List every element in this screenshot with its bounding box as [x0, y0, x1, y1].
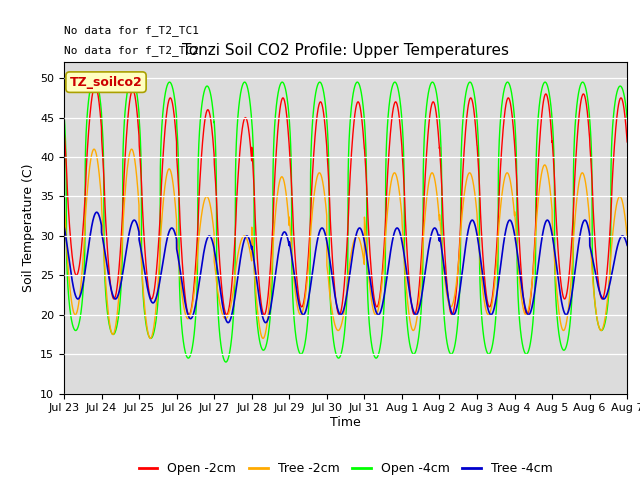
Open -2cm — [472, 130, 480, 136]
Tree -2cm — [161, 180, 169, 186]
Open -4cm — [504, 79, 512, 85]
Tree -2cm — [472, 201, 480, 207]
Text: No data for f_T2_TC2: No data for f_T2_TC2 — [64, 45, 199, 56]
Tree -2cm — [325, 282, 333, 288]
X-axis label: Time: Time — [330, 416, 361, 429]
Tree -4cm — [623, 240, 630, 246]
Open -4cm — [161, 90, 169, 96]
Tree -4cm — [623, 242, 631, 248]
Open -4cm — [472, 106, 480, 111]
Open -2cm — [623, 139, 631, 145]
Tree -2cm — [504, 170, 512, 176]
Text: No data for f_T2_TC1: No data for f_T2_TC1 — [64, 25, 199, 36]
Tree -2cm — [441, 277, 449, 283]
Open -2cm — [223, 312, 230, 318]
Line: Open -4cm: Open -4cm — [64, 78, 627, 362]
Title: Tonzi Soil CO2 Profile: Upper Temperatures: Tonzi Soil CO2 Profile: Upper Temperatur… — [182, 44, 509, 59]
Tree -4cm — [93, 209, 100, 215]
Tree -2cm — [623, 234, 631, 240]
Open -4cm — [623, 110, 630, 116]
Open -4cm — [90, 75, 98, 81]
Text: TZ_soilco2: TZ_soilco2 — [70, 76, 142, 89]
Tree -2cm — [259, 336, 267, 341]
Open -2cm — [325, 180, 333, 186]
Tree -4cm — [325, 251, 333, 256]
Open -4cm — [325, 167, 333, 172]
Tree -2cm — [90, 146, 98, 152]
Line: Tree -4cm: Tree -4cm — [64, 212, 627, 323]
Line: Tree -2cm: Tree -2cm — [64, 149, 627, 338]
Open -4cm — [623, 116, 631, 122]
Open -2cm — [92, 83, 99, 89]
Tree -4cm — [504, 219, 512, 225]
Open -4cm — [222, 359, 230, 365]
Tree -4cm — [60, 223, 68, 229]
Open -4cm — [60, 111, 68, 117]
Open -4cm — [441, 323, 449, 329]
Line: Open -2cm: Open -2cm — [64, 86, 627, 315]
Open -2cm — [504, 95, 512, 101]
Y-axis label: Soil Temperature (C): Soil Temperature (C) — [22, 164, 35, 292]
Open -2cm — [60, 126, 68, 132]
Tree -4cm — [225, 320, 232, 325]
Legend: Open -2cm, Tree -2cm, Open -4cm, Tree -4cm: Open -2cm, Tree -2cm, Open -4cm, Tree -4… — [134, 457, 557, 480]
Tree -2cm — [60, 198, 68, 204]
Tree -2cm — [623, 228, 630, 234]
Open -2cm — [161, 123, 169, 129]
Open -2cm — [441, 252, 449, 258]
Tree -4cm — [161, 245, 169, 251]
Tree -4cm — [472, 227, 480, 232]
Open -2cm — [623, 132, 630, 138]
Tree -4cm — [441, 271, 449, 277]
